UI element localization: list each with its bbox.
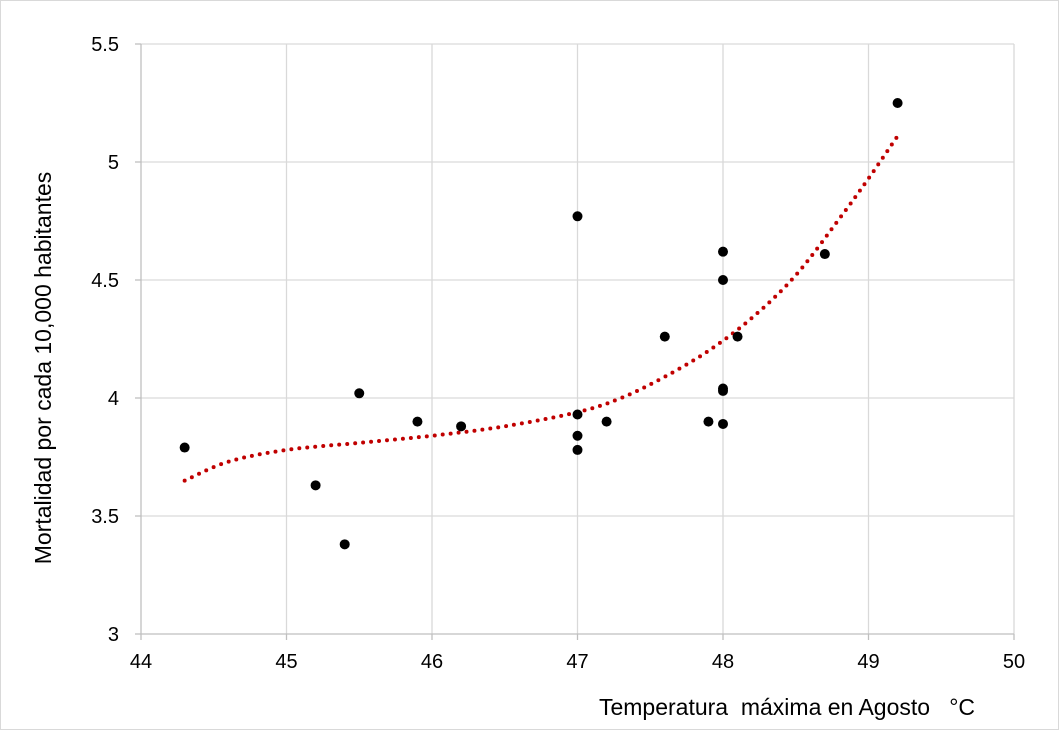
axis-layer xyxy=(135,43,1015,640)
data-point xyxy=(310,480,321,491)
data-point xyxy=(456,421,467,432)
data-point xyxy=(412,416,423,427)
grid-layer xyxy=(141,43,1015,634)
x-tick-label: 46 xyxy=(421,651,443,673)
data-point xyxy=(732,331,743,342)
data-point xyxy=(659,331,670,342)
data-point xyxy=(718,275,728,285)
x-tick-label: 44 xyxy=(130,651,152,673)
y-tick-label: 3.5 xyxy=(91,506,119,528)
data-point xyxy=(572,409,583,420)
x-axis-title: Temperatura máxima en Agosto °C xyxy=(599,694,975,720)
data-point xyxy=(572,430,583,441)
data-point xyxy=(601,416,612,427)
trendline xyxy=(182,134,900,483)
data-point xyxy=(572,211,583,222)
x-tick-label: 50 xyxy=(1003,651,1025,673)
y-tick-label: 5 xyxy=(108,152,119,174)
data-point xyxy=(718,418,728,429)
data-point xyxy=(819,249,830,260)
y-tick-label: 4 xyxy=(108,388,119,410)
data-point xyxy=(718,246,728,257)
x-tick-label: 48 xyxy=(712,651,734,673)
x-tick-label: 49 xyxy=(857,651,879,673)
data-point xyxy=(339,539,350,550)
data-point xyxy=(179,442,190,453)
points-layer xyxy=(179,98,903,550)
y-tick-label: 3 xyxy=(108,624,119,646)
trendline-layer xyxy=(182,134,900,483)
x-tick-label: 47 xyxy=(566,651,588,673)
y-tick-label: 4.5 xyxy=(91,270,119,292)
data-point xyxy=(718,385,728,396)
data-point xyxy=(892,98,903,108)
data-point xyxy=(354,388,365,399)
x-tick-label: 45 xyxy=(275,651,297,673)
tick-labels-layer: 44 45 46 47 48 49 50 3 3.5 4 4.5 5 5.5 xyxy=(91,34,1025,673)
data-point xyxy=(703,416,714,427)
y-axis-title: Mortalidad por cada 10,000 habitantes xyxy=(30,172,56,565)
data-point xyxy=(572,444,583,455)
y-tick-label: 5.5 xyxy=(91,34,119,56)
